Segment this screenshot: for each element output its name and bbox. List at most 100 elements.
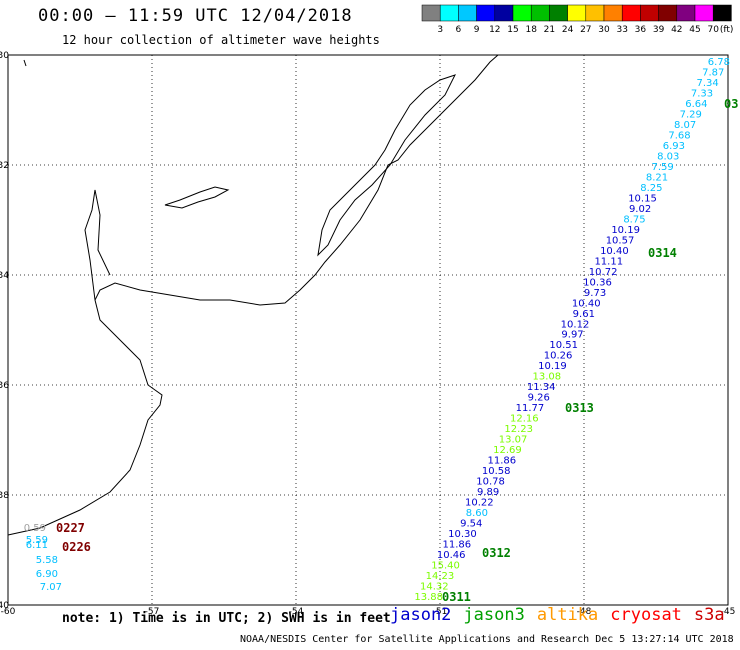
swh-value: 12.69: [493, 445, 522, 456]
pass-time-label: 0314: [648, 246, 677, 260]
map-frame: [7, 54, 729, 606]
swh-value: 8.07: [674, 120, 696, 131]
page-title: 00:00 – 11:59 UTC 12/04/2018: [38, 6, 353, 26]
swh-value: 10.51: [549, 340, 578, 351]
color-scale-label: 27: [580, 25, 591, 35]
swh-value: 7.33: [691, 88, 713, 99]
swh-value: 8.03: [657, 151, 679, 162]
swh-value: 15.40: [431, 561, 460, 572]
color-swatch: [621, 4, 641, 22]
coastline: [7, 54, 499, 536]
color-swatch: [476, 4, 496, 22]
swh-value: 10.12: [561, 319, 590, 330]
swh-value: 12.23: [504, 424, 533, 435]
color-scale-label: 36: [635, 25, 647, 35]
color-swatch: [585, 4, 605, 22]
swh-value: 14.32: [420, 582, 449, 593]
swh-value: 6.93: [663, 141, 685, 152]
swh-value: 10.26: [544, 351, 573, 362]
color-swatch: [530, 4, 550, 22]
color-scale-label: 12: [489, 25, 500, 35]
lat-tick-label: -34: [0, 271, 9, 281]
legend-jason3: jason3: [463, 605, 525, 625]
swh-value: 7.87: [702, 67, 724, 78]
swh-value: 8.25: [640, 183, 662, 194]
color-scale-label: 6: [456, 25, 462, 35]
color-swatch: [458, 4, 477, 22]
swh-value: 10.36: [583, 277, 612, 288]
color-scale-label: 18: [525, 25, 537, 35]
swh-value: 10.57: [606, 235, 635, 246]
swh-value: 9.73: [584, 288, 606, 299]
pass-time-label: 0312: [482, 546, 511, 560]
lon-tick-label: -57: [145, 607, 160, 617]
color-scale-label: 30: [598, 25, 610, 35]
swh-value: 13.08: [533, 372, 562, 383]
swh-value: 10.19: [538, 361, 567, 372]
color-scale-label: 33: [616, 25, 627, 35]
color-swatch: [512, 4, 532, 22]
color-scale-unit: (ft): [720, 25, 734, 35]
color-scale-label: 3: [437, 25, 443, 35]
swh-value: 10.78: [476, 477, 505, 488]
color-scale-label: 15: [507, 25, 518, 35]
swh-value: 0.59: [24, 523, 46, 534]
color-swatch: [494, 4, 514, 22]
swh-value: 8.60: [466, 508, 488, 519]
swh-value: 6.64: [685, 99, 707, 110]
pass-time-label: 0311: [442, 590, 471, 604]
color-swatch: [712, 4, 732, 22]
lat-tick-label: -38: [0, 491, 9, 501]
lat-tick-label: -30: [0, 51, 9, 61]
swh-value: 7.29: [680, 109, 702, 120]
color-scale-label: 42: [671, 25, 682, 35]
swh-value: 5.58: [36, 555, 58, 566]
altimeter-tracks: 6.787.877.347.336.647.298.077.686.938.03…: [24, 57, 739, 604]
color-scale-label: 9: [474, 25, 480, 35]
swh-value: 5.59: [26, 535, 48, 546]
color-scale-label: 21: [544, 25, 555, 35]
pass-time-label: 0226: [62, 540, 91, 554]
swh-value: 10.19: [611, 225, 640, 236]
swh-value: 9.89: [477, 487, 499, 498]
pass-time-label: 0227: [56, 521, 85, 535]
color-scale-label: 45: [689, 25, 700, 35]
legend-jason2: jason2: [390, 605, 452, 625]
color-swatch: [658, 4, 678, 22]
swh-value: 13.07: [499, 435, 528, 446]
swh-value: 9.61: [573, 309, 595, 320]
satellite-legend: jason2 jason3 altika cryosat s3a: [390, 605, 737, 625]
swh-value: 7.07: [40, 582, 62, 593]
swh-value: 7.68: [668, 130, 690, 141]
legend-s3a: s3a: [693, 605, 725, 625]
swh-value: 9.02: [629, 204, 651, 215]
swh-value: 11.34: [527, 382, 556, 393]
swh-value: 6.11: [26, 540, 48, 551]
lon-tick-label: -54: [289, 607, 304, 617]
swh-value: 10.40: [600, 246, 629, 257]
lat-tick-label: -32: [0, 161, 9, 171]
swh-value: 10.40: [572, 298, 601, 309]
swh-value: 10.15: [628, 193, 657, 204]
swh-value: 6.78: [708, 57, 730, 68]
color-swatch: [676, 4, 696, 22]
lat-tick-label: -40: [0, 601, 9, 611]
legend-cryosat: cryosat: [610, 605, 682, 625]
swh-value: 9.97: [561, 330, 583, 341]
swh-value: 7.59: [651, 162, 673, 173]
swh-value: 11.86: [488, 456, 517, 467]
lon-tick-label: -51: [433, 607, 448, 617]
color-swatch: [603, 4, 623, 22]
lat-lon-grid: -60 -57 -54 -51 -48 -45 -30 -32 -34 -36 -38 -40: [0, 51, 735, 617]
coastline-river-plate: [84, 189, 111, 301]
swh-value: 10.58: [482, 466, 511, 477]
swh-value: 11.77: [516, 403, 545, 414]
color-swatch: [694, 4, 714, 22]
color-scale-label: 24: [562, 25, 574, 35]
credit-line: NOAA/NESDIS Center for Satellite Applica…: [240, 634, 734, 645]
coastline-south-america: [7, 54, 499, 536]
lon-tick-label: -60: [1, 607, 16, 617]
swh-value: 12.16: [510, 414, 539, 425]
swh-value: 10.46: [437, 550, 466, 561]
